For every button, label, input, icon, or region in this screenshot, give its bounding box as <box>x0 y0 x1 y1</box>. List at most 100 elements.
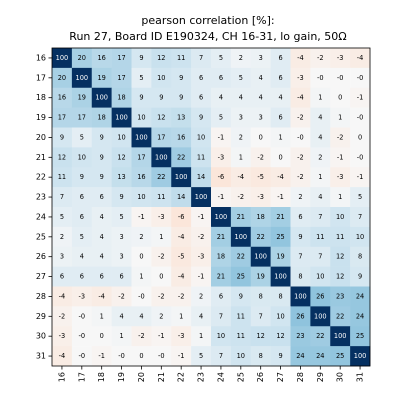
cell-value-label: 4 <box>100 213 104 221</box>
heatmap-cell <box>230 187 252 208</box>
cell-value-label: 100 <box>195 193 208 201</box>
cell-value-label: 22 <box>316 332 324 340</box>
cell-value-label: 9 <box>278 352 282 360</box>
heatmap-cell <box>52 187 73 208</box>
heatmap-cell <box>151 107 172 128</box>
heatmap-cell <box>151 167 172 188</box>
heatmap-cell <box>250 147 271 168</box>
heatmap-cell <box>270 286 291 307</box>
heatmap-cell <box>310 127 331 148</box>
cell-value-label: -3 <box>158 213 165 221</box>
cell-value-label: 11 <box>58 173 66 181</box>
y-tick-label: 22 <box>36 173 46 182</box>
heatmap-cell <box>250 286 271 307</box>
cell-value-label: 0 <box>278 153 282 161</box>
heatmap-cell <box>250 326 271 347</box>
cell-value-label: 10 <box>356 233 364 241</box>
heatmap-cell <box>191 127 212 148</box>
heatmap-cell <box>91 306 112 327</box>
heatmap-cell <box>191 107 212 128</box>
cell-value-label: 22 <box>336 312 344 320</box>
heatmap-cell <box>71 306 93 327</box>
cell-value-label: 0 <box>139 253 143 261</box>
heatmap-cell <box>71 87 93 108</box>
cell-value-label: -1 <box>98 352 105 360</box>
x-tick-label: 22 <box>177 372 186 382</box>
cell-value-label: 4 <box>100 233 104 241</box>
x-tick-label: 21 <box>157 372 166 382</box>
cell-value-label: 10 <box>336 213 344 221</box>
heatmap-cell <box>111 48 132 69</box>
heatmap-cell <box>191 346 212 367</box>
cell-value-label: 4 <box>318 193 322 201</box>
cell-value-label: 9 <box>100 133 104 141</box>
cell-value-label: -0 <box>158 352 165 360</box>
cell-value-label: -5 <box>178 253 185 261</box>
cell-value-label: 9 <box>100 153 104 161</box>
heatmap-cell <box>350 326 371 347</box>
cell-value-label: 17 <box>117 74 125 82</box>
cell-value-label: 22 <box>256 233 264 241</box>
cell-value-label: 7 <box>60 193 64 201</box>
cell-value-label: 13 <box>117 173 125 181</box>
heatmap-cell <box>171 346 192 367</box>
cell-value-label: 25 <box>336 352 344 360</box>
cell-value-label: 7 <box>199 54 203 62</box>
heatmap-cell <box>151 266 172 287</box>
cell-value-label: -3 <box>297 74 304 82</box>
heatmap-cell <box>290 306 311 327</box>
cell-value-label: 13 <box>177 114 185 122</box>
heatmap-cell <box>71 67 93 89</box>
heatmap-cell <box>270 107 291 128</box>
cell-value-label: 7 <box>298 253 302 261</box>
heatmap-cell <box>91 48 112 69</box>
heatmap-cell <box>310 48 331 69</box>
y-tick-label: 31 <box>36 352 46 361</box>
heatmap-cell <box>250 346 271 367</box>
cell-value-label: -0 <box>79 332 86 340</box>
heatmap-cell <box>211 107 232 128</box>
heatmap-cell <box>131 167 152 188</box>
cell-value-label: -3 <box>218 153 225 161</box>
heatmap-cell <box>290 87 311 108</box>
heatmap-cell <box>52 87 73 108</box>
cell-value-label: -4 <box>59 352 66 360</box>
cell-value-label: 18 <box>256 213 264 221</box>
heatmap-cell <box>330 246 351 267</box>
heatmap-cell <box>230 286 252 307</box>
cell-value-label: -4 <box>178 273 185 281</box>
cell-value-label: 4 <box>199 312 203 320</box>
cell-value-label: 5 <box>119 213 123 221</box>
cell-value-label: 1 <box>139 273 143 281</box>
heatmap-cell <box>350 107 371 128</box>
heatmap-cell <box>171 167 192 188</box>
heatmap-cell <box>91 246 112 267</box>
cell-value-label: -4 <box>277 173 284 181</box>
y-tick-label: 27 <box>36 272 46 281</box>
cell-value-label: 6 <box>278 54 282 62</box>
heatmap-cell <box>191 48 212 69</box>
heatmap-cell <box>52 226 73 248</box>
cell-value-label: 9 <box>179 74 183 82</box>
cell-value-label: -2 <box>198 233 205 241</box>
cell-value-label: 1 <box>338 193 342 201</box>
cell-value-label: 0 <box>338 94 342 102</box>
heatmap-cell <box>171 127 192 148</box>
heatmap-cell <box>330 346 351 367</box>
heatmap-cell <box>171 306 192 327</box>
heatmap-cell <box>151 246 172 267</box>
cell-value-label: -2 <box>297 173 304 181</box>
cell-value-label: 5 <box>60 213 64 221</box>
heatmap-cell <box>191 207 212 228</box>
heatmap-cell <box>230 306 252 327</box>
cell-value-label: 5 <box>80 233 84 241</box>
cell-value-label: 7 <box>219 352 223 360</box>
heatmap-cell <box>171 226 192 248</box>
x-tick-label: 25 <box>236 372 245 382</box>
cell-value-label: 4 <box>259 94 263 102</box>
heatmap-cell <box>290 346 311 367</box>
cell-value-label: 25 <box>276 233 284 241</box>
heatmap-cell <box>171 187 192 208</box>
cell-value-label: 9 <box>80 173 84 181</box>
cell-value-label: 4 <box>119 312 123 320</box>
